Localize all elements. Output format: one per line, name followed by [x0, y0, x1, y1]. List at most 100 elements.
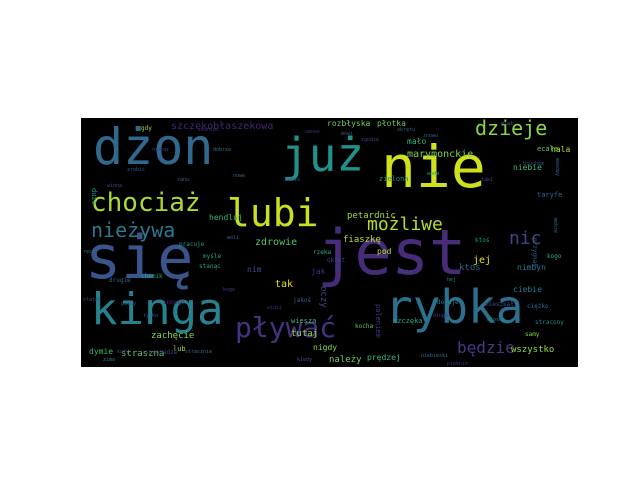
- cloud-word: ręce: [83, 249, 96, 255]
- cloud-word: kogo: [547, 253, 562, 260]
- cloud-word: pod: [377, 247, 392, 256]
- cloud-word: nic: [509, 228, 542, 249]
- cloud-word: myśle: [203, 253, 222, 260]
- cloud-word: mokre: [552, 218, 558, 234]
- cloud-word: płotka: [377, 119, 406, 128]
- cloud-word: już: [281, 128, 365, 182]
- cloud-word: sobie: [285, 177, 301, 183]
- cloud-word: lub: [173, 345, 186, 353]
- cloud-word: oczy: [318, 286, 328, 308]
- cloud-word: zgodzę: [361, 137, 380, 143]
- cloud-word: tylko: [143, 313, 159, 319]
- cloud-word: widzi: [267, 305, 283, 311]
- cloud-word: jej: [473, 255, 492, 266]
- cloud-word: stracony: [535, 319, 564, 326]
- cloud-word: niebie: [513, 163, 542, 172]
- cloud-word: masowy: [554, 158, 560, 177]
- word-cloud: nie się jest dżon już kinga rybka lubi chociaż pł…: [81, 118, 578, 367]
- cloud-word: jak: [311, 267, 326, 276]
- cloud-word: okręt: [327, 257, 346, 264]
- cloud-word: wiesza: [291, 317, 317, 325]
- cloud-word: woda: [427, 171, 440, 177]
- cloud-word: gdy: [141, 125, 152, 132]
- cloud-word: hej: [447, 277, 457, 283]
- cloud-word: hendluj: [209, 213, 243, 222]
- cloud-word: będzie: [457, 338, 515, 357]
- cloud-word: taki: [481, 177, 494, 183]
- cloud-word: wiosna: [487, 317, 506, 323]
- cloud-word: nimbyn: [517, 263, 546, 272]
- cloud-word: pięknie: [447, 361, 469, 367]
- cloud-word: należy: [329, 355, 362, 365]
- cloud-word: możliwe: [367, 214, 443, 235]
- cloud-word: kinga: [91, 284, 224, 335]
- cloud-word: mało: [407, 137, 427, 146]
- cloud-word: drugie: [109, 277, 131, 284]
- cloud-word: pływać: [235, 311, 337, 344]
- cloud-word: się: [85, 223, 194, 293]
- cloud-word: nim: [247, 265, 262, 274]
- cloud-word: nie: [381, 133, 486, 201]
- cloud-word: okrętu: [397, 127, 416, 133]
- cloud-word: kogo: [223, 287, 236, 293]
- cloud-word: gdzie: [397, 269, 413, 275]
- cloud-word: rozbłyska: [327, 119, 371, 128]
- cloud-word: rozkaz: [151, 147, 170, 153]
- cloud-word: taryfe: [537, 191, 563, 199]
- cloud-word: chociaż: [91, 188, 201, 218]
- cloud-word: dżon: [93, 118, 214, 176]
- cloud-word: mieszkał: [485, 301, 514, 308]
- cloud-word: hala: [551, 145, 571, 154]
- cloud-word: winna: [107, 183, 123, 189]
- cloud-word: stanąc: [199, 263, 221, 270]
- cloud-word: zima: [103, 357, 116, 363]
- cloud-word: wszystko: [511, 345, 555, 355]
- cloud-word: strasznie: [185, 349, 213, 355]
- cloud-word: dużo: [90, 188, 98, 205]
- cloud-word: koty: [117, 349, 130, 355]
- cloud-word: rybka: [385, 280, 524, 334]
- cloud-word: nigdy: [313, 343, 338, 352]
- cloud-word: tutaj: [291, 329, 319, 339]
- cloud-word: prędzej: [367, 353, 401, 362]
- cloud-word: lubi: [227, 191, 319, 235]
- cloud-word: zrobić: [127, 167, 146, 173]
- cloud-word: rzeka: [313, 249, 332, 256]
- cloud-word: długo: [433, 313, 449, 319]
- cloud-word: szczęka: [393, 317, 423, 325]
- cloud-word: dymie: [89, 347, 114, 356]
- cloud-word: nowe: [233, 173, 246, 179]
- cloud-word: dodaje: [437, 299, 459, 306]
- cloud-word: mówi: [341, 131, 354, 137]
- cloud-word: woli: [227, 235, 240, 241]
- cloud-word: dzieje: [475, 118, 548, 140]
- cloud-word: bruchem: [523, 161, 545, 167]
- cloud-word: straszna: [121, 349, 165, 359]
- cloud-word: chemik: [141, 273, 163, 280]
- cloud-word: zielona: [379, 175, 409, 183]
- cloud-word: spromadze: [145, 349, 178, 356]
- cloud-word: jakoś: [293, 297, 312, 304]
- cloud-word: ktoś: [459, 263, 481, 273]
- cloud-word: nieżywa: [91, 218, 176, 242]
- cloud-word: puchy: [121, 301, 137, 307]
- cloud-word: dobrze: [213, 147, 232, 153]
- cloud-word: samy: [525, 331, 540, 338]
- cloud-word: ciebie: [513, 285, 542, 294]
- cloud-word: rano: [177, 177, 190, 183]
- cloud-word: znowu: [423, 133, 439, 139]
- cloud-word: jest: [317, 216, 467, 289]
- cloud-word: szczękobłaszekowa: [171, 121, 274, 132]
- cloud-word: tak: [275, 279, 294, 290]
- cloud-word: innego: [163, 299, 185, 306]
- cloud-word: przygnał: [531, 238, 538, 267]
- cloud-word: zachęcie: [151, 331, 195, 341]
- cloud-word: ciężko: [527, 303, 549, 310]
- cloud-word: marymonckie: [407, 149, 474, 160]
- cloud-word: pracuje: [179, 241, 205, 248]
- cloud-word: miał: [501, 121, 514, 127]
- cloud-word: petardnic: [347, 211, 396, 221]
- cloud-word: umowy: [305, 129, 321, 135]
- cloud-word: ecale: [537, 145, 559, 153]
- cloud-word: statek: [83, 297, 102, 303]
